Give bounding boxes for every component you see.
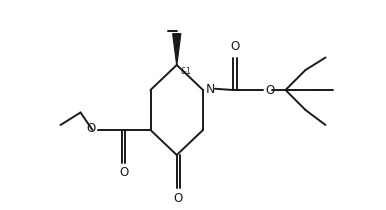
Text: O: O: [265, 84, 274, 97]
Text: O: O: [230, 40, 240, 53]
Text: O: O: [119, 167, 129, 180]
Text: N: N: [205, 83, 215, 96]
Text: O: O: [86, 122, 95, 135]
Text: &1: &1: [181, 67, 192, 76]
Text: O: O: [174, 192, 183, 205]
Polygon shape: [173, 34, 181, 65]
